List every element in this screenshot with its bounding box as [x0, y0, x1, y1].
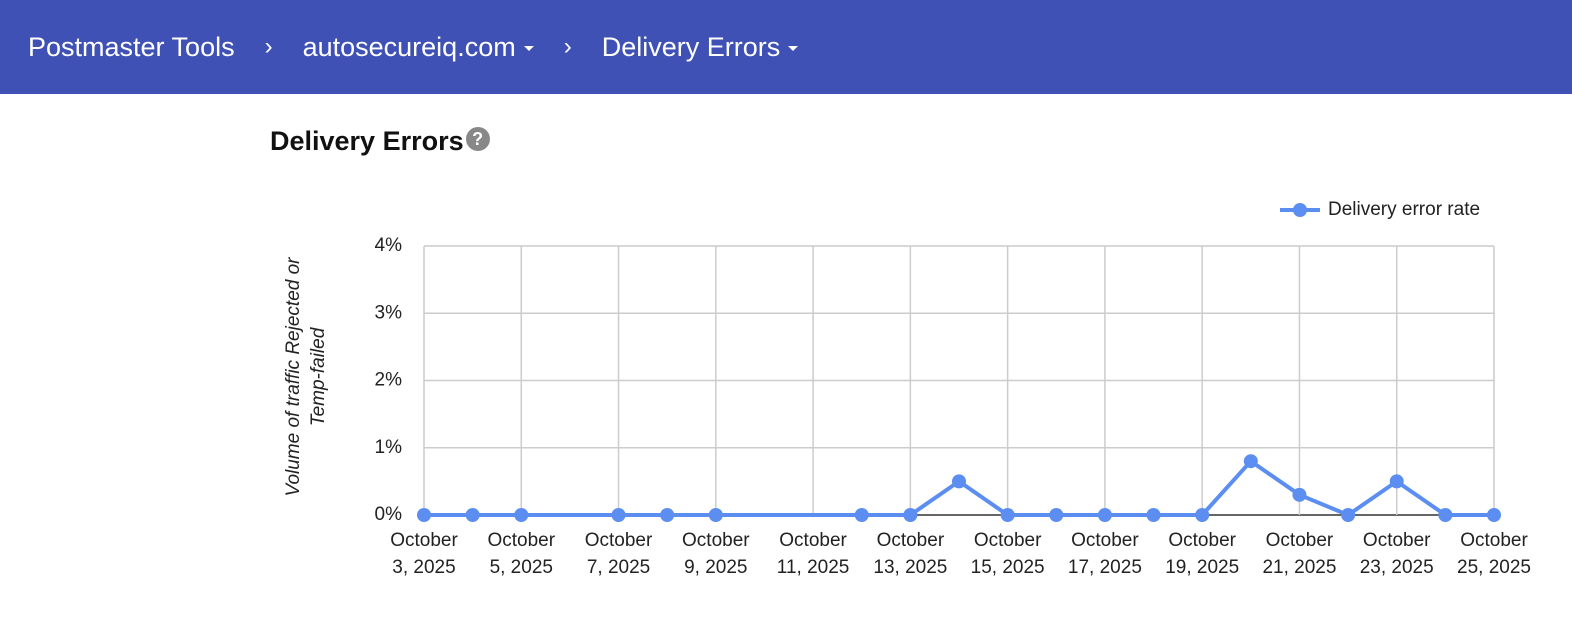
data-point: [1049, 508, 1064, 522]
x-tick-label: October 13, 2025: [873, 530, 948, 578]
x-tick-label: October 3, 2025: [390, 530, 458, 578]
data-point: [611, 508, 626, 522]
data-point: [465, 508, 480, 522]
x-tick-label: October 19, 2025: [1165, 530, 1240, 578]
data-point: [1292, 487, 1307, 502]
y-tick-label: 0%: [375, 504, 403, 525]
breadcrumb-text: Delivery Errors: [601, 31, 781, 62]
section-title: Delivery Errors?: [270, 126, 490, 157]
separator: ›: [264, 33, 273, 60]
dropdown-caret: [523, 45, 534, 51]
help-icon[interactable]: ?: [465, 127, 490, 151]
separator: ›: [563, 33, 572, 60]
data-point: [514, 508, 529, 522]
x-tick-label: October 21, 2025: [1262, 530, 1337, 578]
x-tick-label: October 5, 2025: [487, 530, 556, 578]
x-tick-label: October 23, 2025: [1359, 530, 1434, 578]
y-tick-label: 4%: [375, 235, 403, 256]
y-tick-label: 2%: [375, 370, 403, 391]
data-point: [708, 508, 723, 522]
data-point: [1389, 474, 1404, 489]
data-point: [1146, 508, 1161, 522]
data-point: [1438, 508, 1453, 522]
data-point: [854, 508, 869, 522]
data-point: [1487, 508, 1501, 522]
data-point: [1097, 508, 1112, 522]
x-tick-label: October 9, 2025: [682, 530, 750, 578]
x-tick-label: October 17, 2025: [1067, 530, 1142, 578]
data-point: [1341, 508, 1356, 522]
data-point: [1000, 508, 1015, 522]
breadcrumb[interactable]: Delivery Errors: [602, 32, 799, 63]
y-tick-label: 3%: [375, 302, 403, 323]
dropdown-caret: [788, 45, 799, 51]
legend-label: Delivery error rate: [1328, 199, 1480, 220]
data-point: [1243, 454, 1258, 469]
legend-marker: [1293, 203, 1307, 217]
top-bar: Postmaster Tools › autosecureiq.com › De…: [0, 0, 1572, 94]
x-tick-label: October 15, 2025: [970, 530, 1045, 578]
breadcrumb[interactable]: autosecureiq.com: [303, 32, 534, 63]
data-point: [417, 508, 431, 522]
breadcrumb-text: autosecureiq.com: [302, 31, 516, 62]
data-point: [903, 508, 918, 522]
series-line: [424, 459, 1494, 517]
y-tick-label: 1%: [375, 437, 403, 458]
x-tick-label: October 11, 2025: [776, 530, 850, 578]
x-tick-label: October 25, 2025: [1457, 530, 1531, 578]
data-point: [660, 508, 675, 522]
data-point: [1195, 508, 1210, 522]
x-tick-label: October 7, 2025: [584, 530, 653, 578]
data-point: [952, 474, 966, 489]
title-text: Delivery Errors: [270, 126, 464, 156]
breadcrumb[interactable]: Postmaster Tools: [28, 31, 235, 62]
